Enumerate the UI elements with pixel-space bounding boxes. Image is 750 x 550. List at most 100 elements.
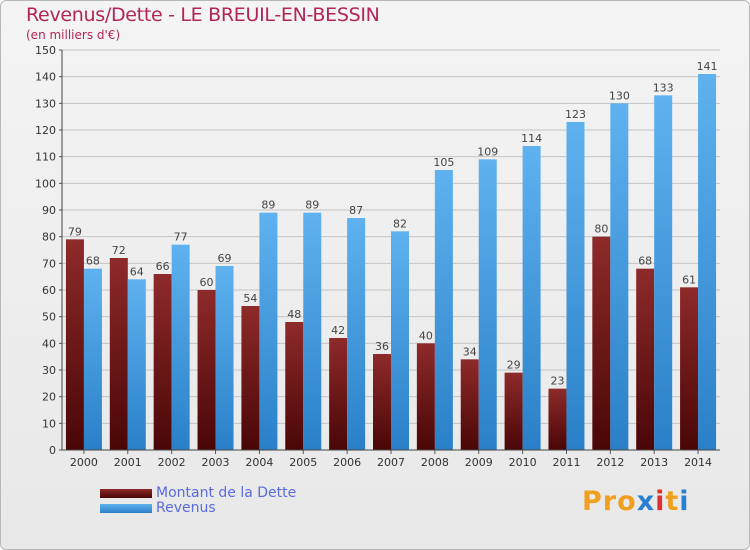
data-label: 82 bbox=[393, 217, 407, 230]
data-label: 42 bbox=[331, 324, 345, 337]
bar-dette bbox=[636, 268, 655, 450]
data-label: 80 bbox=[594, 223, 608, 236]
data-label: 23 bbox=[550, 375, 564, 388]
bar-revenus bbox=[391, 231, 409, 450]
bar-dette bbox=[504, 372, 523, 450]
data-label: 141 bbox=[697, 60, 718, 73]
y-tick-label: 100 bbox=[35, 177, 56, 190]
bar-revenus bbox=[171, 244, 190, 450]
bar-dette bbox=[197, 290, 216, 450]
bar-dette bbox=[373, 354, 391, 450]
data-label: 130 bbox=[609, 89, 630, 102]
x-tick-label: 2007 bbox=[377, 456, 405, 469]
bar-dette bbox=[109, 258, 128, 450]
y-tick-label: 0 bbox=[49, 444, 56, 457]
y-tick-label: 70 bbox=[42, 257, 56, 270]
x-tick-label: 2013 bbox=[640, 456, 668, 469]
data-label: 34 bbox=[463, 345, 477, 358]
data-label: 105 bbox=[433, 156, 454, 169]
data-label: 89 bbox=[305, 199, 319, 212]
bar-revenus bbox=[347, 218, 366, 450]
data-label: 69 bbox=[218, 252, 232, 265]
bar-revenus bbox=[83, 268, 102, 450]
data-label: 68 bbox=[86, 255, 100, 268]
bar-revenus bbox=[434, 170, 453, 450]
bar-dette bbox=[285, 322, 304, 450]
data-label: 72 bbox=[112, 244, 126, 257]
x-tick-label: 2008 bbox=[421, 456, 449, 469]
y-tick-label: 140 bbox=[35, 71, 56, 84]
data-label: 60 bbox=[200, 276, 214, 289]
y-tick-label: 20 bbox=[42, 391, 56, 404]
bar-dette bbox=[329, 338, 348, 450]
y-tick-label: 30 bbox=[42, 364, 56, 377]
x-tick-label: 2010 bbox=[509, 456, 537, 469]
bar-revenus bbox=[215, 266, 234, 450]
data-label: 89 bbox=[261, 199, 275, 212]
legend-swatch-revenus bbox=[100, 504, 152, 513]
x-tick-label: 2014 bbox=[684, 456, 712, 469]
x-tick-label: 2011 bbox=[552, 456, 580, 469]
x-tick-label: 2005 bbox=[289, 456, 317, 469]
data-label: 79 bbox=[68, 225, 82, 238]
y-tick-label: 80 bbox=[42, 231, 56, 244]
bar-revenus bbox=[259, 212, 278, 450]
legend-label-dette: Montant de la Dette bbox=[156, 485, 297, 501]
data-labels: 79 68 72 64 66 77 60 69 54 89 48 89 42 87 36 82 40 105 34 1… bbox=[68, 60, 718, 388]
data-label: 77 bbox=[174, 231, 188, 244]
y-tick-label: 130 bbox=[35, 97, 56, 110]
bar-revenus bbox=[303, 212, 322, 450]
y-tick-label: 90 bbox=[42, 204, 56, 217]
data-label: 61 bbox=[682, 273, 696, 286]
y-tick-label: 50 bbox=[42, 311, 56, 324]
bar-revenus bbox=[478, 159, 497, 451]
bar-dette bbox=[548, 388, 567, 450]
bar-dette bbox=[460, 359, 479, 450]
data-label: 68 bbox=[638, 255, 652, 268]
bars bbox=[65, 74, 717, 451]
bar-dette bbox=[680, 287, 699, 450]
y-tick-label: 110 bbox=[35, 151, 56, 164]
bar-revenus bbox=[522, 146, 541, 450]
bar-dette bbox=[416, 343, 435, 450]
data-label: 36 bbox=[375, 340, 389, 353]
bar-revenus bbox=[566, 122, 585, 450]
data-label: 66 bbox=[156, 260, 170, 273]
y-tick-label: 10 bbox=[42, 417, 56, 430]
y-tick-label: 120 bbox=[35, 124, 56, 137]
y-tick-label: 40 bbox=[42, 337, 56, 350]
bar-revenus bbox=[610, 103, 629, 450]
x-tick-label: 2004 bbox=[245, 456, 273, 469]
data-label: 40 bbox=[419, 329, 433, 342]
bar-dette bbox=[153, 274, 172, 450]
data-label: 109 bbox=[477, 145, 498, 158]
legend-label-revenus: Revenus bbox=[156, 500, 216, 516]
chart-subtitle: (en milliers d'€) bbox=[26, 28, 121, 42]
chart-title: Revenus/Dette - LE BREUIL-EN-BESSIN bbox=[26, 4, 380, 26]
data-label: 29 bbox=[507, 359, 521, 372]
y-tick-label: 60 bbox=[42, 284, 56, 297]
x-tick-label: 2001 bbox=[114, 456, 142, 469]
bar-dette bbox=[241, 306, 260, 450]
bar-dette bbox=[65, 239, 84, 450]
x-tick-label: 2006 bbox=[333, 456, 361, 469]
data-label: 123 bbox=[565, 108, 586, 121]
data-label: 133 bbox=[653, 81, 674, 94]
data-label: 114 bbox=[521, 132, 542, 145]
x-tick-label: 2002 bbox=[158, 456, 186, 469]
x-tick-label: 2009 bbox=[465, 456, 493, 469]
x-tick-label: 2000 bbox=[70, 456, 98, 469]
legend-swatch-dette bbox=[100, 489, 152, 498]
proxiti-logo: Proxiti bbox=[582, 486, 690, 517]
bar-revenus bbox=[698, 74, 717, 450]
data-label: 54 bbox=[243, 292, 257, 305]
data-label: 48 bbox=[287, 308, 301, 321]
x-tick-label: 2003 bbox=[202, 456, 230, 469]
bar-revenus bbox=[127, 279, 146, 450]
axes: 0 10 20 30 40 50 60 70 80 90 100 110 120 130 140 150 200… bbox=[35, 44, 720, 469]
data-label: 64 bbox=[130, 265, 144, 278]
bar-dette bbox=[592, 236, 611, 450]
x-tick-label: 2012 bbox=[596, 456, 624, 469]
y-tick-label: 150 bbox=[35, 44, 56, 57]
